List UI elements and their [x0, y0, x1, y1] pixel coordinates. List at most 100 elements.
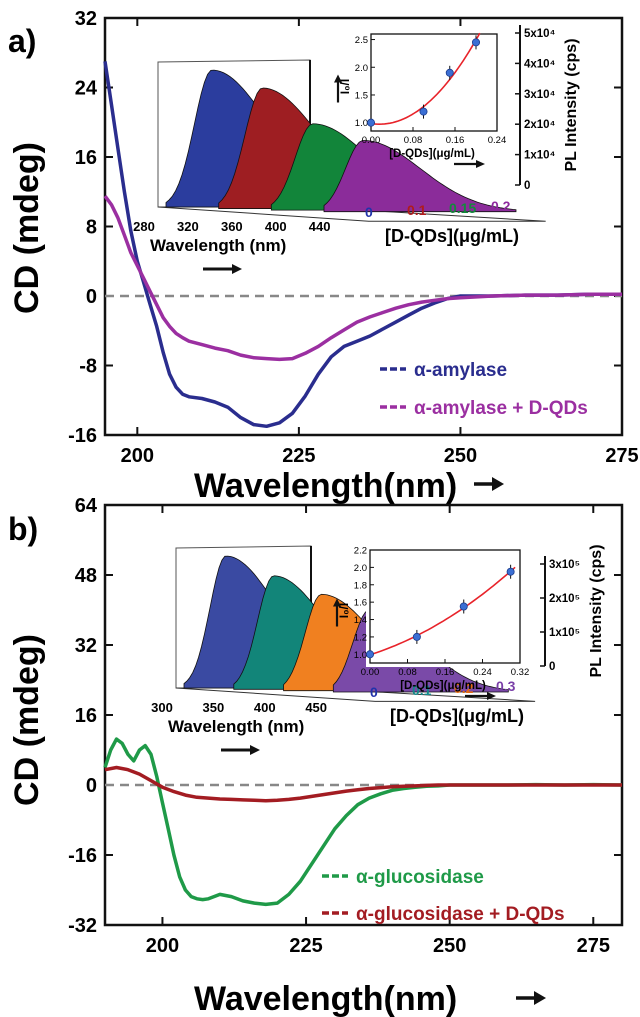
- panel-a-x-tick-label: 200: [121, 445, 154, 467]
- panel-a-quench-frame: [370, 33, 498, 132]
- panel-a-quench-y-arrowhead-icon: [334, 74, 342, 83]
- panel-b-quench-x-tick-label: 0.00: [361, 667, 380, 678]
- panel-b-quench-point: [412, 632, 421, 641]
- panel-a-quench-point: [419, 107, 428, 116]
- panel-b-pl-x-tick-label: 300: [151, 700, 173, 715]
- panel-a-quench-x-tick-label: 0.24: [488, 135, 507, 146]
- panel-b-quench-y-tick-label: 1.8: [354, 580, 367, 591]
- panel-a-pl-x-tick-label: 360: [221, 219, 243, 234]
- panel-a-quench-x-tick-label: 0.00: [362, 135, 381, 146]
- panel-b-quench-x-label: [D-QDs](μg/mL): [400, 680, 486, 692]
- panel-b-quench-y-tick-label: 1.6: [354, 598, 367, 609]
- panel-a-pl-y-tick-label: 4x10⁴: [524, 58, 556, 70]
- panel-b-quench-point: [365, 650, 374, 659]
- panel-b-y-axis-label: CD (mdeg): [8, 634, 46, 806]
- panel-b-pl-x-arrowhead-icon: [250, 745, 260, 755]
- panel-a-pl-depth-label: [D-QDs](μg/mL): [385, 226, 519, 246]
- panel-a-pl-x-tick-label: 320: [177, 219, 199, 234]
- panel-b-pl-depth-tick: 0: [370, 684, 378, 700]
- panel-a-x-arrow-icon: [474, 477, 504, 491]
- panel-b-pl-y-tick-label: 3x10⁵: [549, 559, 580, 571]
- panel-a-pl-depth-tick: 0.1: [407, 202, 427, 218]
- panel-a-quench-y-tick-label: 2.5: [355, 35, 368, 46]
- panel-a-y-tick-label: 24: [75, 78, 98, 100]
- panel-b-x-tick-label: 200: [146, 935, 179, 957]
- panel-a-y-tick-label: 32: [75, 8, 97, 30]
- panel-a-quench-y-tick-label: 1.0: [355, 118, 368, 129]
- panel-b-x-tick-label: 275: [577, 935, 610, 957]
- panel-a-quench-x-arrowhead-icon: [476, 160, 485, 168]
- panel-b-pl-depth-label: [D-QDs](μg/mL): [390, 706, 524, 726]
- panel-b-quench-bg: [366, 546, 524, 667]
- panel-a-quench-fit-line: [370, 32, 481, 126]
- panel-b-y-tick-label: 48: [75, 565, 97, 587]
- panel-b-quench-x-tick-label: 0.24: [473, 667, 492, 678]
- panel-a-y-tick-label: 8: [86, 217, 97, 239]
- panel-b-quench-x-tick-label: 0.16: [436, 667, 455, 678]
- panel-b-pl-depth-tick: 0.2: [454, 680, 474, 696]
- panel-b-quench-y-tick-label: 2.0: [354, 563, 367, 574]
- panel-a-quench-y-tick-label: 1.5: [355, 90, 368, 101]
- panel-b-x-axis-label: Wavelength(nm): [194, 980, 457, 1017]
- panel-b-y-tick-label: -16: [68, 845, 97, 867]
- panel-a-y-tick-label: -8: [79, 356, 97, 378]
- panel-a-pl-y-tick-label: 2x10⁴: [524, 119, 556, 131]
- panel-a-y-tick-label: -16: [68, 425, 97, 447]
- panel-b-quench-y-tick-label: 1.4: [354, 615, 367, 626]
- panel-a-y-tick-label: 16: [75, 147, 97, 169]
- panel-a-pl-y-tick-label: 0: [524, 180, 530, 192]
- panel-a-pl-y-label: PL Intensity (cps): [563, 38, 580, 171]
- panel-b-quench-y-tick-label: 1.0: [354, 650, 367, 661]
- panel-b-pl-x-label: Wavelength (nm): [168, 717, 304, 736]
- panel-b-pl-y-tick-label: 2x10⁵: [549, 593, 580, 605]
- panel-a-x-tick-label: 275: [605, 445, 638, 467]
- panel-b: b) CD (mdeg) Wavelength(nm) 200 225 250 275…: [8, 495, 624, 1017]
- panel-a-pl-x-tick-label: 400: [265, 219, 287, 234]
- panel-b-pl-x-tick-label: 450: [305, 700, 327, 715]
- panel-a-quench-point: [471, 38, 480, 47]
- panel-b-pl-x-tick-label: 350: [203, 700, 225, 715]
- panel-a-pl-depth-tick: 0.15: [449, 200, 476, 216]
- panel-a-pl-y-tick-label: 1x10⁴: [524, 150, 556, 162]
- panel-b-label: b): [8, 511, 38, 547]
- panel-b-pl-depth-tick: 0.3: [496, 678, 516, 694]
- panel-a-quench-x-tick-label: 0.08: [404, 135, 423, 146]
- panel-a-pl-spectrum-3: [323, 140, 517, 213]
- panel-b-quench-point: [506, 567, 515, 576]
- panel-b-pl-depth-tick: 0.1: [412, 682, 432, 698]
- panel-a-y-tick-label: 0: [86, 286, 97, 308]
- panel-b-pl-x-tick-label: 400: [254, 700, 276, 715]
- panel-a-pl-x-label: Wavelength (nm): [150, 236, 286, 255]
- panel-b-legend-label: α-glucosidase: [356, 867, 484, 888]
- panel-a-quench-y-label: I₀/I: [338, 79, 352, 94]
- panel-a: a) CD (mdeg) Wavelength(nm) 200 225 250 275…: [8, 8, 639, 505]
- panel-a-series-1-line: [103, 195, 622, 362]
- panel-b-quench-y-label: I₀/I: [337, 603, 351, 618]
- panel-a-y-axis-label: CD (mdeg): [8, 142, 46, 314]
- panel-b-quench-y-arrowhead-icon: [333, 598, 341, 607]
- panel-b-quench-x-tick-label: 0.32: [511, 667, 530, 678]
- panel-a-pl-x-tick-label: 440: [309, 219, 331, 234]
- panel-b-pl-y-label: PL Intensity (cps): [588, 544, 605, 677]
- panel-a-quench-point: [366, 118, 375, 127]
- panel-b-quench-y-tick-label: 2.2: [354, 546, 367, 557]
- panel-b-pl-y-tick-label: 0: [549, 661, 555, 673]
- panel-b-quench-fit-line: [369, 566, 516, 656]
- panel-a-pl-y-tick-label: 5x10⁴: [524, 28, 556, 40]
- panel-a-quench-point: [445, 68, 454, 77]
- panel-b-quench-x-arrowhead-icon: [487, 692, 496, 700]
- panel-a-x-tick-label: 250: [444, 445, 477, 467]
- panel-b-x-arrow-icon: [516, 991, 546, 1005]
- panel-a-quench-y-tick-label: 2.0: [355, 63, 368, 74]
- panel-b-quench-x-tick-label: 0.08: [398, 667, 417, 678]
- panel-b-x-tick-label: 250: [433, 935, 466, 957]
- panel-a-quench-bg: [367, 30, 501, 135]
- panel-a-pl-y-tick-label: 3x10⁴: [524, 89, 556, 101]
- panel-b-series-1-line: [104, 765, 622, 803]
- panel-a-x-axis-label: Wavelength(nm): [194, 467, 457, 505]
- panel-b-legend-label: α-glucosidase + D-QDs: [356, 904, 565, 925]
- panel-a-pl-x-tick-label: 280: [133, 219, 155, 234]
- panel-a-legend-label: α-amylase + D-QDs: [414, 398, 588, 419]
- panel-b-y-tick-label: 0: [86, 775, 97, 797]
